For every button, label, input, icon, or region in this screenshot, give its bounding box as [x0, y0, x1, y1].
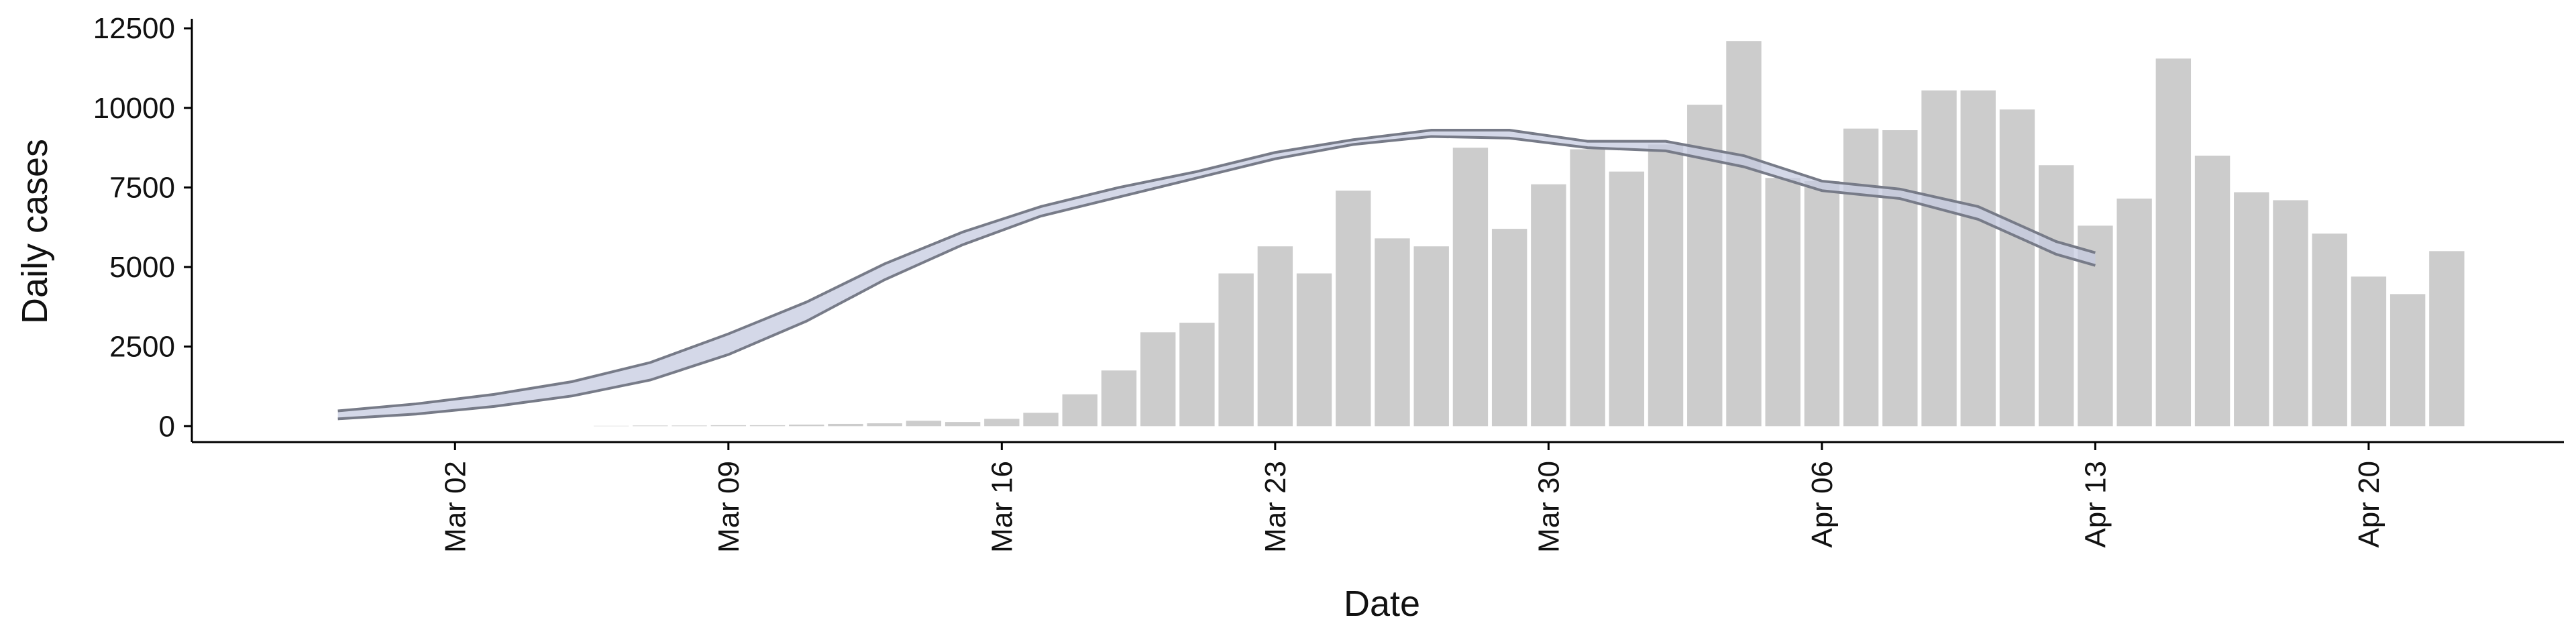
band-line — [337, 129, 2096, 413]
bar — [1999, 109, 2035, 427]
bar — [867, 423, 902, 427]
bar — [1531, 184, 1566, 427]
y-tick-label: 2500 — [109, 331, 175, 364]
bar — [1609, 171, 1644, 427]
bar — [633, 425, 668, 427]
bar — [1296, 273, 1332, 427]
bar — [1140, 332, 1176, 427]
x-tick-label: Apr 20 — [2353, 461, 2385, 548]
y-tick-label: 12500 — [93, 12, 175, 45]
bar — [2155, 58, 2192, 427]
x-axis-label: Date — [1344, 584, 1420, 624]
bar — [789, 424, 824, 427]
bar — [1765, 178, 1801, 427]
y-axis-label: Daily cases — [15, 139, 55, 324]
bar — [672, 425, 707, 427]
x-tick-label: Apr 06 — [1806, 461, 1839, 548]
bar — [2312, 233, 2347, 427]
bar — [1023, 413, 1059, 427]
y-tick-label: 0 — [159, 410, 175, 443]
bar — [2194, 156, 2231, 427]
x-tick-label: Mar 23 — [1259, 461, 1292, 553]
bar — [1804, 180, 1840, 427]
bar — [1570, 149, 1605, 427]
x-tick-label: Mar 02 — [439, 461, 472, 553]
bar — [984, 419, 1020, 427]
bar — [1960, 90, 1996, 427]
bar — [1375, 238, 1410, 427]
bar — [2116, 199, 2152, 427]
bar — [749, 425, 786, 427]
bar — [1882, 130, 1918, 427]
bar — [2234, 192, 2269, 427]
y-tick-label: 5000 — [109, 251, 175, 284]
bar — [1726, 41, 1762, 427]
bar — [1257, 246, 1293, 427]
x-tick-label: Apr 13 — [2079, 461, 2112, 548]
x-tick-label: Mar 16 — [985, 461, 1018, 553]
x-tick-label: Mar 30 — [1532, 461, 1565, 553]
bar — [945, 422, 981, 427]
bar — [1921, 90, 1957, 427]
bar — [1062, 394, 1097, 427]
bar — [2390, 294, 2426, 427]
bar — [1336, 191, 1371, 427]
y-tick-label: 10000 — [93, 92, 175, 125]
bar — [710, 425, 747, 427]
bar — [906, 421, 942, 427]
bar — [828, 423, 863, 427]
bar — [1218, 273, 1254, 427]
bar — [1179, 323, 1215, 427]
bar — [1491, 229, 1527, 427]
y-tick-label: 7500 — [109, 171, 175, 204]
x-tick-label: Mar 09 — [712, 461, 745, 553]
bar — [1648, 144, 1684, 427]
bar — [2351, 276, 2387, 427]
band-line — [337, 135, 2096, 421]
bar — [2273, 200, 2308, 427]
bar — [1101, 370, 1137, 427]
bar — [2429, 251, 2465, 427]
bar — [1452, 148, 1489, 427]
bar — [1413, 246, 1449, 427]
bar — [1843, 128, 1879, 427]
bar — [2038, 165, 2074, 427]
